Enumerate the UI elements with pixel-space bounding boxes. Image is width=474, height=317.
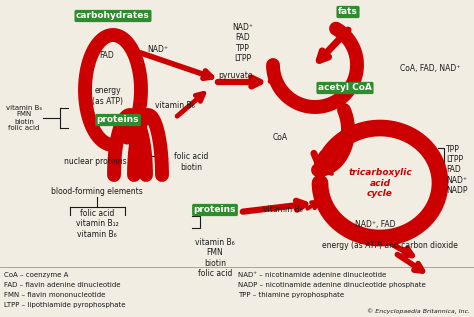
Text: fats: fats [338, 8, 358, 16]
Text: CoA – coenzyme A: CoA – coenzyme A [4, 272, 68, 278]
Text: NAD⁺: NAD⁺ [147, 44, 168, 54]
Text: energy
(as ATP): energy (as ATP) [92, 86, 124, 106]
Text: folic acid
vitamin B₁₂
vitamin B₆: folic acid vitamin B₁₂ vitamin B₆ [76, 209, 118, 239]
Text: vitamin B₆
FMN
biotin
folic acid: vitamin B₆ FMN biotin folic acid [6, 105, 42, 132]
Text: NAD⁺, FAD: NAD⁺, FAD [355, 219, 395, 229]
Text: carbohydrates: carbohydrates [76, 11, 150, 21]
Text: CoA, FAD, NAD⁺: CoA, FAD, NAD⁺ [400, 63, 460, 73]
Text: vitamin B₆
FMN
biotin
folic acid: vitamin B₆ FMN biotin folic acid [195, 238, 235, 278]
Text: pyruvate: pyruvate [219, 72, 253, 81]
Text: tricarboxylic
acid
cycle: tricarboxylic acid cycle [348, 168, 412, 198]
Text: blood-forming elements: blood-forming elements [51, 186, 143, 196]
Text: © Encyclopaedia Britannica, Inc.: © Encyclopaedia Britannica, Inc. [367, 308, 470, 314]
Text: folic acid
biotin: folic acid biotin [174, 152, 208, 172]
Text: TPP – thiamine pyrophosphate: TPP – thiamine pyrophosphate [238, 292, 344, 298]
Text: NADP – nicotinamide adenine dinucleotide phosphate: NADP – nicotinamide adenine dinucleotide… [238, 282, 426, 288]
Text: vitamin B₆: vitamin B₆ [263, 205, 303, 215]
Text: FAD: FAD [100, 50, 114, 60]
Text: FMN – flavin mononucleotide: FMN – flavin mononucleotide [4, 292, 105, 298]
Text: NAD⁺
FAD
TPP
LTPP: NAD⁺ FAD TPP LTPP [233, 23, 254, 63]
Text: nuclear proteins: nuclear proteins [64, 158, 126, 166]
Text: FAD – flavin adenine dinucleotide: FAD – flavin adenine dinucleotide [4, 282, 120, 288]
Text: proteins: proteins [194, 205, 236, 215]
Text: TPP
LTPP
FAD
NAD⁺
NADP: TPP LTPP FAD NAD⁺ NADP [446, 145, 467, 195]
Text: proteins: proteins [97, 115, 139, 125]
Text: LTPP – lipothiamide pyrophosphate: LTPP – lipothiamide pyrophosphate [4, 302, 126, 308]
Text: energy (as ATP) and carbon dioxide: energy (as ATP) and carbon dioxide [322, 241, 458, 249]
Text: acetyl CoA: acetyl CoA [318, 83, 372, 93]
Text: CoA: CoA [273, 133, 288, 143]
Text: vitamin B₆: vitamin B₆ [155, 101, 195, 111]
Text: NAD⁺ – nicotinamide adenine dinucleotide: NAD⁺ – nicotinamide adenine dinucleotide [238, 272, 386, 278]
